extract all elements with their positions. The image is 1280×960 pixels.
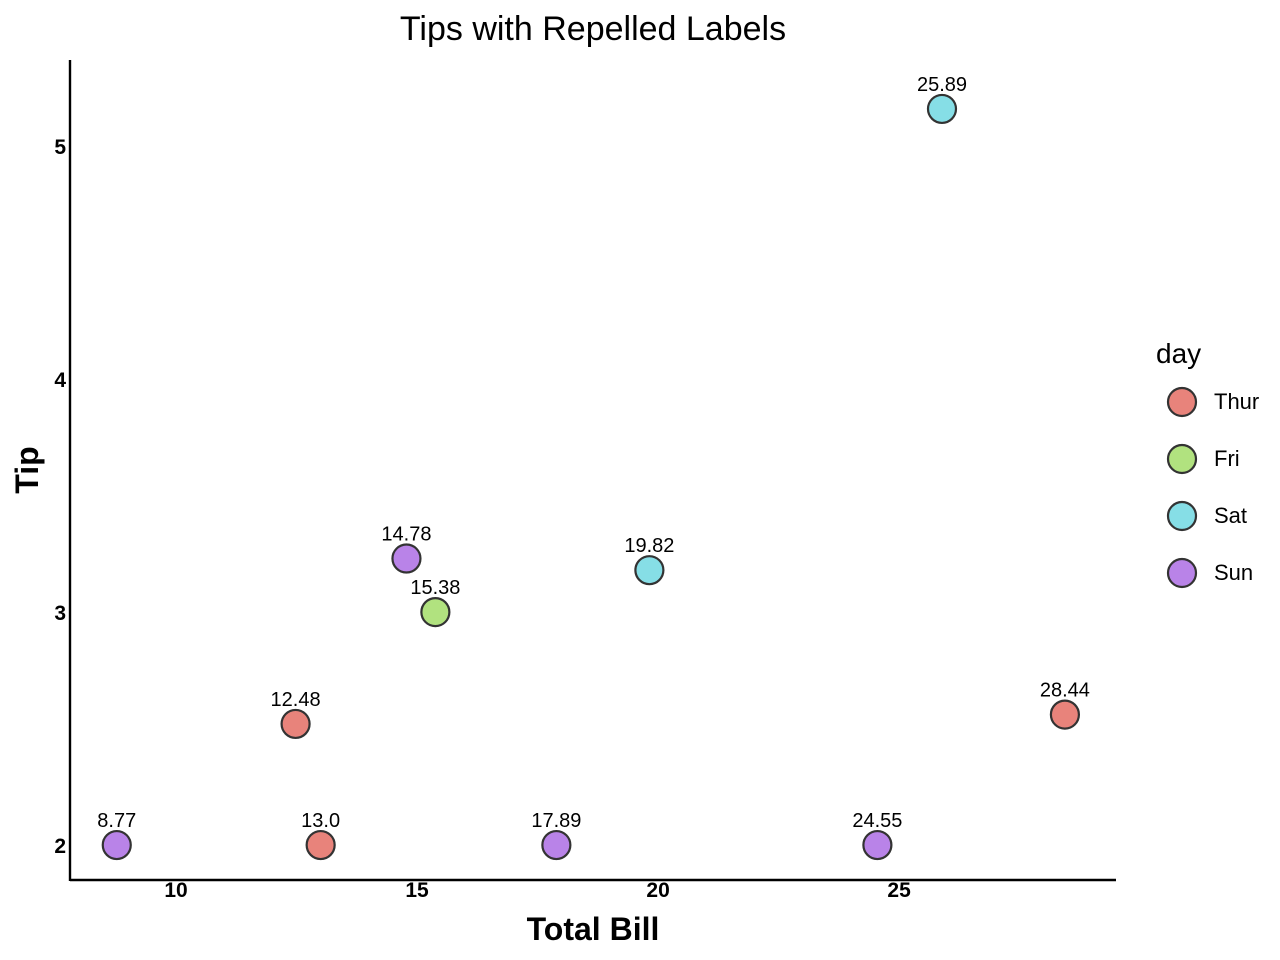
data-point-thur (1049, 699, 1081, 730)
data-point-fri (420, 597, 451, 628)
legend-marker-sun (1166, 557, 1198, 589)
x-axis-title: Total Bill (527, 911, 660, 947)
point-label: 24.55 (852, 810, 902, 832)
point-label: 14.78 (381, 524, 431, 546)
legend-marker-fri (1166, 443, 1198, 475)
data-point-sun (391, 543, 422, 574)
x-tick-label: 15 (405, 879, 429, 902)
data-point-sat (926, 93, 958, 125)
legend-title: day (1156, 338, 1201, 369)
legend-label-sat: Sat (1214, 503, 1247, 528)
legend: day Thur Fri Sat Sun (1156, 338, 1259, 589)
point-label: 13.0 (301, 810, 340, 832)
legend-label-thur: Thur (1214, 389, 1259, 414)
point-label: 19.82 (624, 535, 674, 557)
y-tick-label: 2 (54, 835, 66, 858)
point-label: 17.89 (531, 810, 581, 832)
x-tick-label: 10 (164, 879, 187, 902)
y-axis-title: Tip (9, 446, 45, 493)
data-point-sun (862, 829, 893, 861)
x-tick-label: 25 (887, 879, 911, 902)
point-label: 12.48 (271, 689, 321, 711)
plot-area: 8.77 12.48 13.0 14.78 15.38 17.89 19.82 24.55 25… (97, 74, 1090, 861)
point-label: 28.44 (1040, 680, 1090, 702)
data-point-sun (541, 829, 572, 861)
legend-marker-thur (1166, 386, 1198, 418)
x-tick-labels: 10 15 20 25 (164, 879, 911, 902)
chart-title: Tips with Repelled Labels (400, 10, 786, 48)
data-point-sat (634, 555, 665, 586)
y-tick-label: 3 (54, 602, 66, 625)
point-label: 25.89 (917, 74, 967, 96)
legend-marker-sat (1166, 500, 1198, 532)
y-tick-label: 5 (54, 136, 66, 159)
point-label: 8.77 (97, 810, 136, 832)
data-point-thur (280, 708, 311, 740)
legend-label-sun: Sun (1214, 560, 1253, 585)
point-label: 15.38 (410, 577, 460, 599)
x-tick-label: 20 (646, 879, 669, 902)
y-tick-label: 4 (54, 369, 66, 392)
y-tick-labels: 2 3 4 5 (54, 136, 66, 858)
legend-label-fri: Fri (1214, 446, 1240, 471)
data-point-thur (305, 829, 336, 861)
data-point-sun (101, 829, 132, 861)
